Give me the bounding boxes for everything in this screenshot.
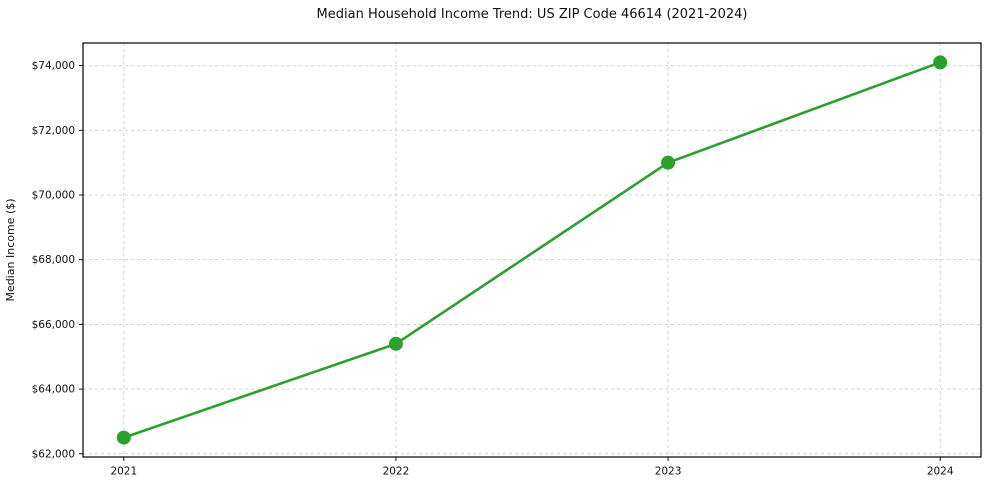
y-tick-label: $68,000 (32, 254, 75, 266)
x-tick-label: 2024 (927, 466, 954, 478)
data-point (388, 336, 403, 351)
y-axis-label: Median Income ($) (4, 198, 17, 301)
chart-title: Median Household Income Trend: US ZIP Co… (316, 7, 748, 22)
y-tick-label: $62,000 (32, 448, 75, 460)
data-point (661, 155, 676, 170)
x-tick-label: 2022 (383, 466, 410, 478)
trend-line (122, 61, 942, 439)
x-tick-label: 2023 (655, 466, 682, 478)
y-tick-label: $66,000 (32, 319, 75, 331)
y-tick-label: $74,000 (32, 60, 75, 72)
y-tick-label: $72,000 (32, 125, 75, 137)
data-point (933, 55, 948, 70)
x-tick-label: 2021 (110, 466, 137, 478)
y-tick-label: $64,000 (32, 384, 75, 396)
data-point (116, 430, 131, 445)
y-tick-label: $70,000 (32, 190, 75, 202)
plot-border (82, 42, 982, 458)
